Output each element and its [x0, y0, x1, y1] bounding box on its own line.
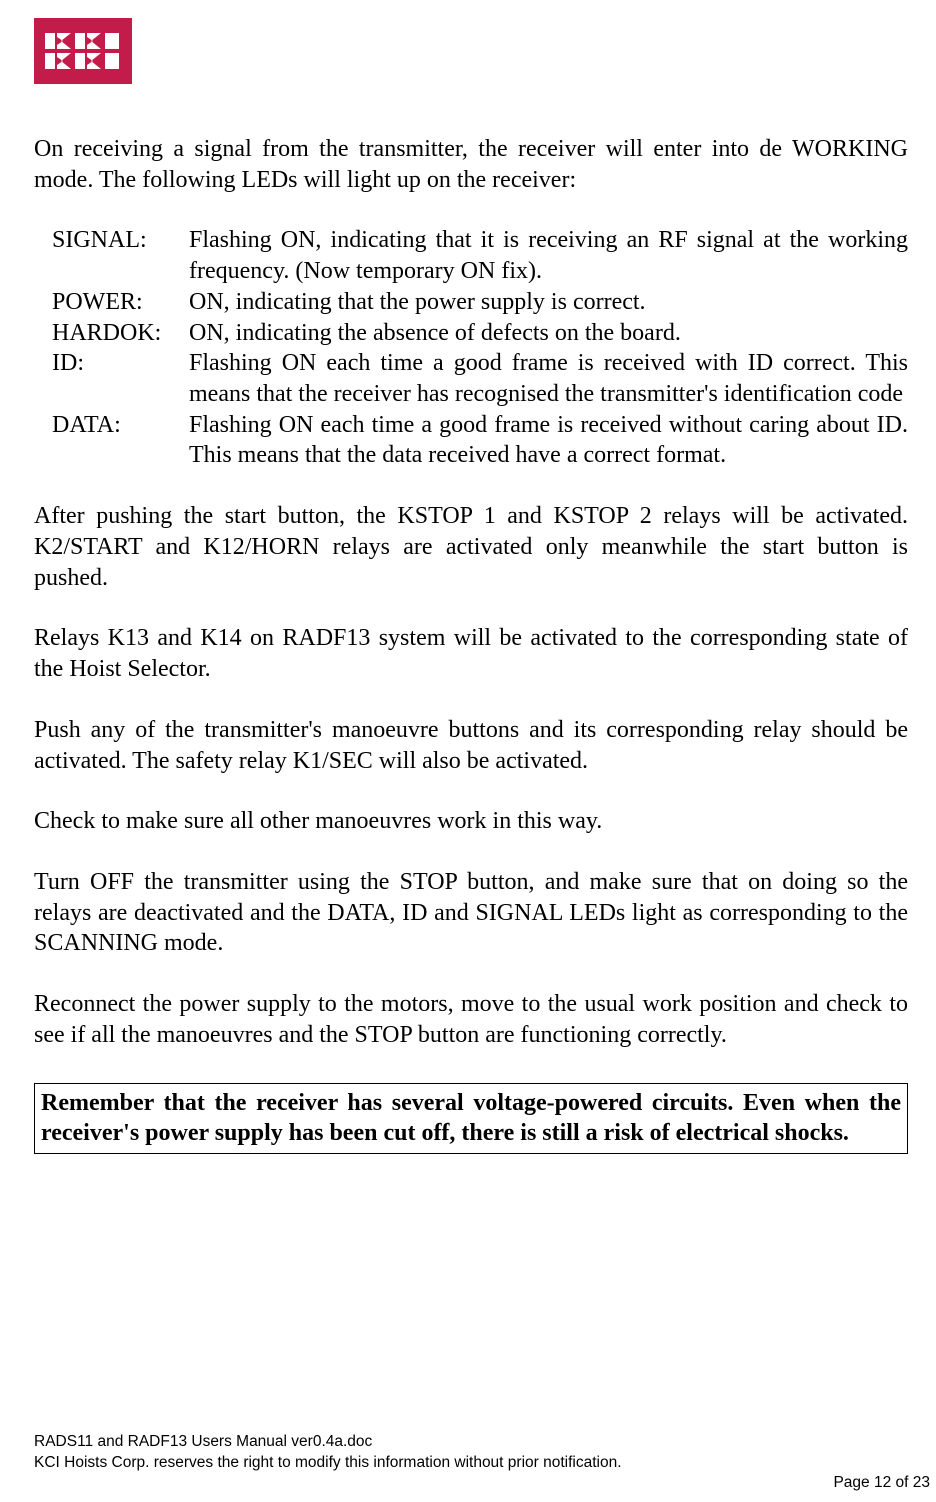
footer: RADS11 and RADF13 Users Manual ver0.4a.d…	[34, 1432, 930, 1474]
main-content: On receiving a signal from the transmitt…	[34, 134, 908, 1154]
led-row: SIGNAL: Flashing ON, indicating that it …	[52, 225, 908, 286]
led-desc: Flashing ON, indicating that it is recei…	[189, 225, 908, 286]
led-row: POWER: ON, indicating that the power sup…	[52, 287, 908, 318]
led-label: ID:	[52, 348, 189, 379]
led-label: HARDOK:	[52, 318, 189, 349]
led-desc: ON, indicating that the power supply is …	[189, 287, 908, 318]
logo	[34, 18, 132, 84]
page-number: Page 12 of 23	[833, 1473, 930, 1494]
led-row: ID: Flashing ON each time a good frame i…	[52, 348, 908, 409]
footer-line1: RADS11 and RADF13 Users Manual ver0.4a.d…	[34, 1432, 930, 1453]
led-label: SIGNAL:	[52, 225, 189, 256]
paragraph: Push any of the transmitter's manoeuvre …	[34, 715, 908, 776]
led-definitions: SIGNAL: Flashing ON, indicating that it …	[52, 225, 908, 471]
led-desc: Flashing ON each time a good frame is re…	[189, 348, 908, 409]
paragraph: Check to make sure all other manoeuvres …	[34, 806, 908, 837]
paragraph: Turn OFF the transmitter using the STOP …	[34, 867, 908, 959]
footer-line2: KCI Hoists Corp. reserves the right to m…	[34, 1453, 930, 1474]
paragraph: After pushing the start button, the KSTO…	[34, 501, 908, 593]
intro-paragraph: On receiving a signal from the transmitt…	[34, 134, 908, 195]
logo-icon	[43, 31, 123, 71]
led-label: DATA:	[52, 410, 189, 441]
paragraph: Reconnect the power supply to the motors…	[34, 989, 908, 1050]
warning-box: Remember that the receiver has several v…	[34, 1083, 908, 1154]
led-row: DATA: Flashing ON each time a good frame…	[52, 410, 908, 471]
led-desc: Flashing ON each time a good frame is re…	[189, 410, 908, 471]
led-row: HARDOK: ON, indicating the absence of de…	[52, 318, 908, 349]
led-desc: ON, indicating the absence of defects on…	[189, 318, 908, 349]
paragraph: Relays K13 and K14 on RADF13 system will…	[34, 623, 908, 684]
led-label: POWER:	[52, 287, 189, 318]
